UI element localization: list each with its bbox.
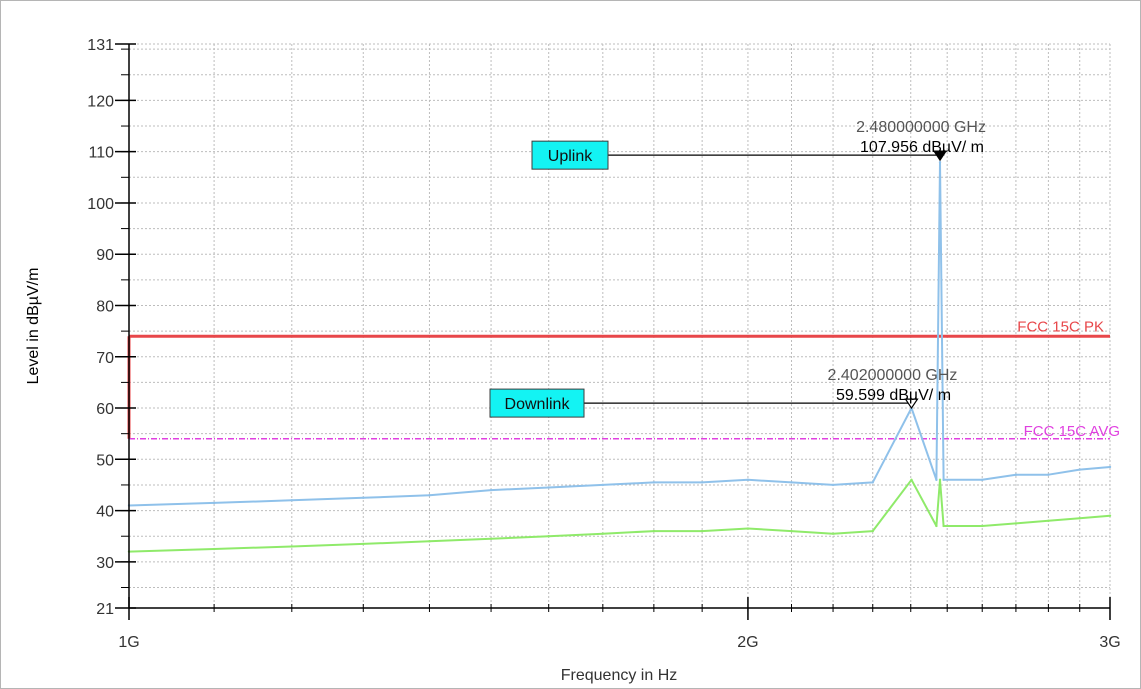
series-1-point [212,501,216,505]
series-1-point [700,481,704,484]
series-2-point [601,532,605,535]
marker-level: 59.599 dBµV/ m [836,387,951,404]
y-tick-label: 100 [87,196,114,213]
series-1-point [871,481,874,484]
series-1-point [790,481,793,484]
marker-triangle [904,398,919,410]
series-1-point [489,488,493,492]
series-2-point [746,527,750,530]
series-2-point [489,537,493,540]
marker-level: 107.956 dBµV/ m [860,139,984,156]
marker-frequency: 2.402000000 GHz [828,367,958,384]
marker-label-box [531,140,609,170]
marker-frequency: 2.480000000 GHz [856,119,986,136]
axes [128,44,1110,609]
marker-triangle [932,150,948,162]
series-1-point [746,478,750,482]
marker-label-box [489,388,585,418]
series-1-point [981,478,984,482]
series-line-1 [128,161,1111,507]
y-tick-label: 50 [96,452,114,469]
y-tick-label: 21 [96,601,114,618]
series-1-point [1047,473,1050,476]
marker-label: Uplink [548,148,593,165]
series-2-point [942,524,945,528]
grid [129,43,1111,608]
series-1-point [938,160,942,164]
x-tick-label: 2G [737,634,758,651]
x-tick-label: 1G [118,634,139,651]
series-2-point [1014,522,1018,525]
series-2-point [1078,517,1081,520]
limit-label-pk: FCC 15C PK [1017,318,1104,335]
series-2-point [212,547,216,551]
series-layer [127,160,1112,553]
y-tick-label: 30 [96,555,114,572]
x-tick-label: 3G [1099,634,1120,651]
series-1-point [362,496,365,499]
marker-label: Downlink [505,396,571,413]
series-2-point [938,478,942,482]
series-2-point [910,478,913,482]
series-2-point [790,529,793,533]
y-tick-label: 40 [96,504,114,521]
x-ticks: 1G 2G 3G [118,597,1121,651]
y-tick-label: 70 [96,350,114,367]
series-2-point [871,529,874,533]
series-2-point [290,545,294,548]
series-1-point [1014,473,1018,476]
series-1-point [1078,468,1081,471]
y-ticks: 21 30 40 50 60 70 80 90 100 110 120 131 [87,37,136,618]
y-axis-label: Level in dBµV/m [25,268,42,385]
series-2-point [700,529,704,533]
series-1-point [652,481,656,484]
limit-label-avg: FCC 15C AVG [1024,423,1120,440]
y-tick-label: 60 [96,401,114,418]
series-1-point [1108,465,1112,469]
series-1-point [428,494,431,497]
series-line-2 [128,478,1111,553]
y-tick-label: 90 [96,247,114,264]
series-2-point [981,524,984,528]
series-2-point [1108,514,1112,517]
series-1-point [290,499,294,502]
series-1-point [831,483,835,487]
y-tick-label: 80 [96,298,114,315]
limit-lines: FCC 15C PK FCC 15C AVG [127,318,1120,440]
series-1-point [547,486,550,489]
series-2-point [362,542,365,546]
series-1-point [942,478,945,482]
series-1-point [935,478,938,482]
y-tick-label: 110 [88,145,114,162]
series-2-point [652,529,656,533]
markers: Uplink 2.480000000 GHz 107.956 dBµV/ m Down… [489,119,986,418]
series-2-point [547,535,550,538]
series-2-point [831,532,835,535]
x-axis-label: Frequency in Hz [561,667,678,684]
series-2-point [428,540,431,543]
y-tick-label: 131 [87,37,114,54]
y-tick-label: 120 [87,93,114,110]
series-2-point [1047,519,1050,523]
series-2-point [935,524,938,528]
series-1-point [601,483,605,487]
